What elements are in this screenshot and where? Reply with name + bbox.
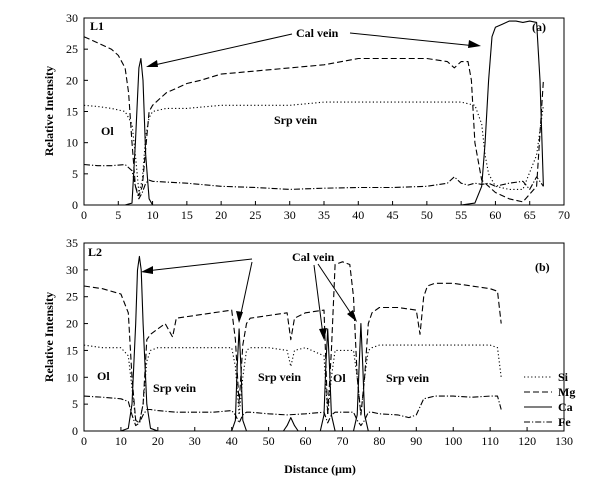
series-line-fe <box>83 163 544 200</box>
x-tick-label: 20 <box>152 434 164 448</box>
panel-b-xlabel: Distance (μm) <box>284 462 356 476</box>
panel-b-label: L2 <box>88 245 102 259</box>
x-tick-label: 80 <box>373 434 385 448</box>
y-tick-label: 0 <box>72 198 78 212</box>
panel-a-label: L1 <box>90 19 104 33</box>
arrow-a-left <box>149 33 293 67</box>
x-tick-label: 10 <box>147 208 159 222</box>
x-tick-label: 0 <box>81 208 87 222</box>
panel-b: 0 10 20 30 40 50 60 70 80 90 100 110 120 130 0 5 10 15 20 2… <box>42 236 575 476</box>
x-tick-label: 15 <box>181 208 193 222</box>
arrow-a-right-head <box>468 40 481 48</box>
x-tick-label: 55 <box>455 208 467 222</box>
x-tick-label: 20 <box>215 208 227 222</box>
y-tick-label: 5 <box>72 397 78 411</box>
x-tick-label: 40 <box>352 208 364 222</box>
annotation-ol-b2: Ol <box>333 371 346 385</box>
y-tick-label: 25 <box>66 290 78 304</box>
x-tick-label: 110 <box>481 434 499 448</box>
legend: Si Mg Ca Fe <box>524 370 575 429</box>
panel-b-tag: (b) <box>535 260 550 274</box>
y-tick-label: 20 <box>66 73 78 87</box>
arrow-a-right <box>349 32 477 47</box>
annotation-ol-b1: Ol <box>97 369 110 383</box>
panel-a-lines <box>83 20 544 206</box>
x-tick-label: 65 <box>524 208 536 222</box>
legend-label-fe: Fe <box>558 415 571 429</box>
arrow-b-3-head <box>319 328 327 340</box>
annotation-srp-vein-b1: Srp vein <box>153 381 196 395</box>
legend-label-mg: Mg <box>558 385 575 399</box>
arrow-b-3 <box>313 264 324 336</box>
panel-b-lines <box>83 255 502 432</box>
series-line-si <box>83 101 544 194</box>
x-tick-label: 30 <box>284 208 296 222</box>
x-tick-label: 90 <box>410 434 422 448</box>
y-tick-label: 35 <box>66 236 78 250</box>
x-tick-label: 25 <box>249 208 261 222</box>
x-tick-label: 5 <box>115 208 121 222</box>
x-tick-label: 60 <box>300 434 312 448</box>
arrow-b-1-head <box>141 266 153 274</box>
arrow-b-2-head <box>236 311 243 323</box>
panel-b-ylabel: Relative Intensity <box>42 292 56 382</box>
annotation-ol-a: Ol <box>101 124 114 138</box>
panel-a-frame <box>83 17 565 206</box>
arrow-a-left-head <box>146 60 158 67</box>
x-tick-label: 35 <box>318 208 330 222</box>
x-tick-label: 70 <box>336 434 348 448</box>
annotation-cal-vein-a: Cal vein <box>296 26 339 40</box>
x-tick-label: 130 <box>555 434 573 448</box>
legend-label-ca: Ca <box>558 400 573 414</box>
x-tick-label: 70 <box>558 208 570 222</box>
series-line-mg <box>83 261 502 424</box>
x-tick-label: 120 <box>518 434 536 448</box>
x-tick-label: 50 <box>263 434 275 448</box>
y-tick-label: 20 <box>66 317 78 331</box>
series-line-si <box>83 344 502 424</box>
x-tick-label: 10 <box>115 434 127 448</box>
series-line-fe <box>83 395 502 427</box>
x-tick-label: 100 <box>444 434 462 448</box>
arrow-b-4-head <box>347 310 357 322</box>
y-tick-label: 25 <box>66 42 78 56</box>
y-tick-label: 0 <box>72 424 78 438</box>
x-tick-label: 30 <box>189 434 201 448</box>
annotation-srp-vein-a: Srp vein <box>274 113 317 127</box>
panel-b-ticks: 0 10 20 30 40 50 60 70 80 90 100 110 120 130 0 5 10 15 20 2… <box>66 236 573 448</box>
panel-b-frame <box>83 242 565 432</box>
y-tick-label: 10 <box>66 370 78 384</box>
x-tick-label: 60 <box>489 208 501 222</box>
x-tick-label: 45 <box>387 208 399 222</box>
legend-label-si: Si <box>558 370 569 384</box>
y-tick-label: 5 <box>72 167 78 181</box>
series-line-ca <box>84 255 502 432</box>
panel-a: 0 5 10 15 20 25 30 35 40 45 50 55 60 65 70 0 5 10 15 20 25 30… <box>42 11 570 222</box>
arrow-b-2 <box>239 261 253 319</box>
y-tick-label: 15 <box>66 343 78 357</box>
x-tick-label: 0 <box>81 434 87 448</box>
panel-a-ticks: 0 5 10 15 20 25 30 35 40 45 50 55 60 65 70 0 5 10 15 20 25 30 <box>66 11 570 222</box>
x-tick-label: 50 <box>421 208 433 222</box>
x-tick-label: 40 <box>226 434 238 448</box>
y-tick-label: 30 <box>66 11 78 25</box>
panel-a-tag: (a) <box>532 20 546 34</box>
panel-a-ylabel: Relative Intensity <box>42 66 56 156</box>
series-line-ca <box>84 20 544 206</box>
arrow-b-4 <box>317 263 355 319</box>
arrow-b-1 <box>145 258 253 272</box>
annotation-srp-vein-b3: Srp vein <box>386 371 429 385</box>
y-tick-label: 30 <box>66 263 78 277</box>
y-tick-label: 10 <box>66 136 78 150</box>
annotation-srp-vein-b2: Srp vein <box>258 370 301 384</box>
y-tick-label: 15 <box>66 105 78 119</box>
annotation-cal-vein-b: Cal vein <box>292 250 335 264</box>
